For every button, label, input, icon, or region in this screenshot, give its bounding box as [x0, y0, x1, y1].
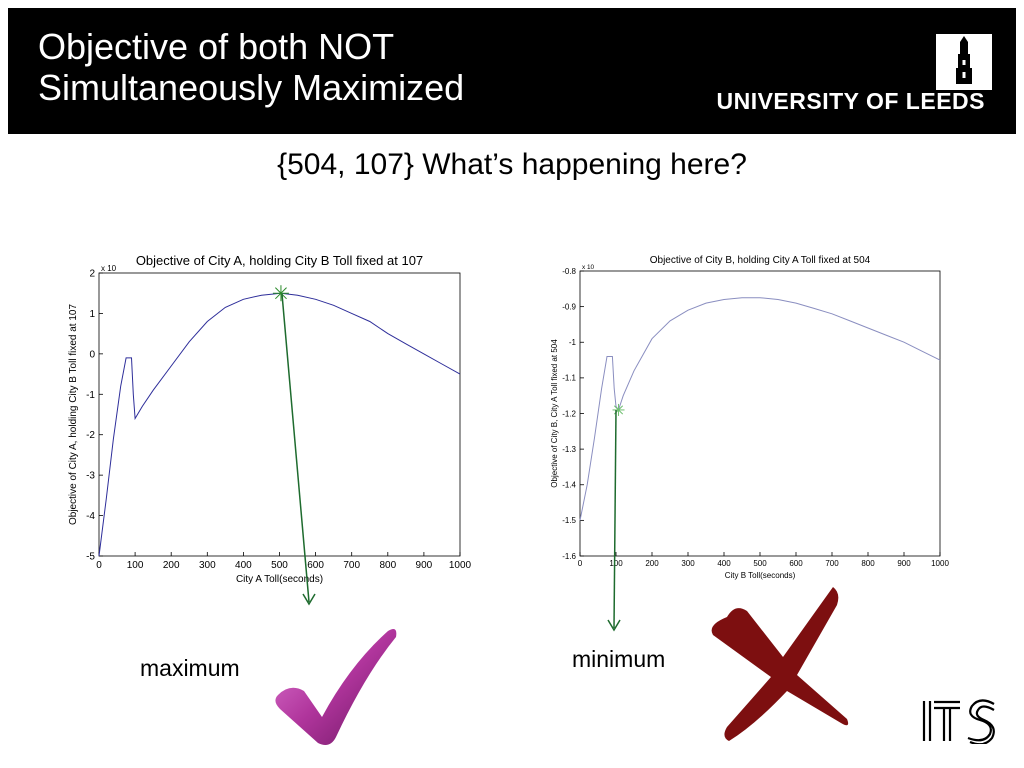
x-axis-label: City A Toll(seconds)	[236, 574, 323, 585]
leeds-crest-icon	[936, 34, 992, 90]
x-tick-label: 200	[645, 559, 659, 568]
x-tick-label: 500	[753, 559, 767, 568]
checkmark-icon	[275, 629, 397, 745]
y-tick-label: -1	[86, 390, 95, 401]
x-tick-label: 600	[789, 559, 803, 568]
slide-subtitle: {504, 107} What’s happening here?	[277, 148, 747, 181]
x-tick-label: 0	[96, 560, 102, 571]
y-tick-label: -1.2	[562, 409, 576, 418]
y-tick-label: -0.8	[562, 267, 576, 276]
y-tick-label: -1.6	[562, 552, 576, 561]
plot-area	[579, 270, 941, 557]
arrow-head-minimum	[607, 619, 621, 632]
x-tick-label: 300	[681, 559, 695, 568]
x-tick-label: 0	[578, 559, 583, 568]
x-tick-label: 500	[271, 560, 288, 571]
y-axis-label: Objective of City B, City A Toll fixed a…	[550, 339, 559, 488]
label-maximum: maximum	[140, 655, 240, 681]
y-axis-label: Objective of City A, holding City B Toll…	[68, 304, 79, 525]
y-tick-label: -1.4	[562, 481, 576, 490]
y-tick-label: 0	[89, 349, 95, 360]
slide-header: Objective of both NOT Simultaneously Max…	[8, 8, 1016, 134]
x-tick-label: 900	[416, 560, 433, 571]
arrow-to-minimum	[613, 409, 617, 629]
series-line	[98, 292, 461, 557]
x-tick-label: 900	[897, 559, 911, 568]
x-tick-label: 1000	[931, 559, 949, 568]
arrow-head-maximum	[302, 593, 316, 606]
marker-point	[272, 285, 289, 302]
x-tick-label: 800	[379, 560, 396, 571]
chart-city-a: 210-1-2-3-4-50 100 200 300 400 500 600 700 800 90…	[68, 253, 472, 585]
y-tick-label: -5	[86, 552, 95, 563]
chart-title: Objective of City B, holding City A Toll…	[650, 255, 871, 266]
x-tick-label: 100	[609, 559, 623, 568]
x-tick-label: 200	[163, 560, 180, 571]
y-tick-label: -1	[569, 338, 577, 347]
x-tick-label: 600	[307, 560, 324, 571]
y-tick-label: -1.5	[562, 516, 576, 525]
x-tick-label: 700	[343, 560, 360, 571]
x-tick-label: 800	[861, 559, 875, 568]
y-tick-label: -0.9	[562, 302, 576, 311]
exponent-label: x 10	[101, 264, 117, 273]
x-tick-label: 400	[717, 559, 731, 568]
y-tick-label: -2	[86, 430, 95, 441]
slide-title-line1: Objective of both NOT	[38, 26, 395, 67]
x-tick-label: 700	[825, 559, 839, 568]
chart-title: Objective of City A, holding City B Toll…	[136, 253, 423, 268]
series-line	[579, 297, 941, 521]
slide-title: Objective of both NOT Simultaneously Max…	[38, 26, 464, 108]
chart-city-b: -0.8 -0.9 -1 -1.1 -1.2 -1.3 -1.4 -1.5 -1.60 100 20…	[550, 255, 949, 580]
exponent-label: x 10	[582, 264, 595, 271]
x-tick-label: 1000	[449, 560, 472, 571]
y-tick-label: 1	[89, 309, 95, 320]
y-tick-label: -4	[86, 511, 95, 522]
plot-area	[98, 272, 461, 557]
x-tick-label: 100	[127, 560, 144, 571]
y-tick-label: -3	[86, 471, 95, 482]
arrow-to-maximum	[281, 293, 310, 603]
cross-icon	[711, 587, 849, 741]
x-tick-label: 300	[199, 560, 216, 571]
label-minimum: minimum	[572, 646, 666, 672]
y-tick-label: 2	[89, 269, 95, 280]
y-tick-label: -1.1	[562, 374, 576, 383]
x-axis-label: City B Toll(seconds)	[725, 571, 796, 580]
x-tick-label: 400	[235, 560, 252, 571]
slide-title-line2: Simultaneously Maximized	[38, 67, 465, 108]
university-logo-text: UNIVERSITY OF LEEDS	[716, 88, 985, 114]
its-logo-icon	[922, 699, 995, 744]
y-tick-label: -1.3	[562, 445, 576, 454]
